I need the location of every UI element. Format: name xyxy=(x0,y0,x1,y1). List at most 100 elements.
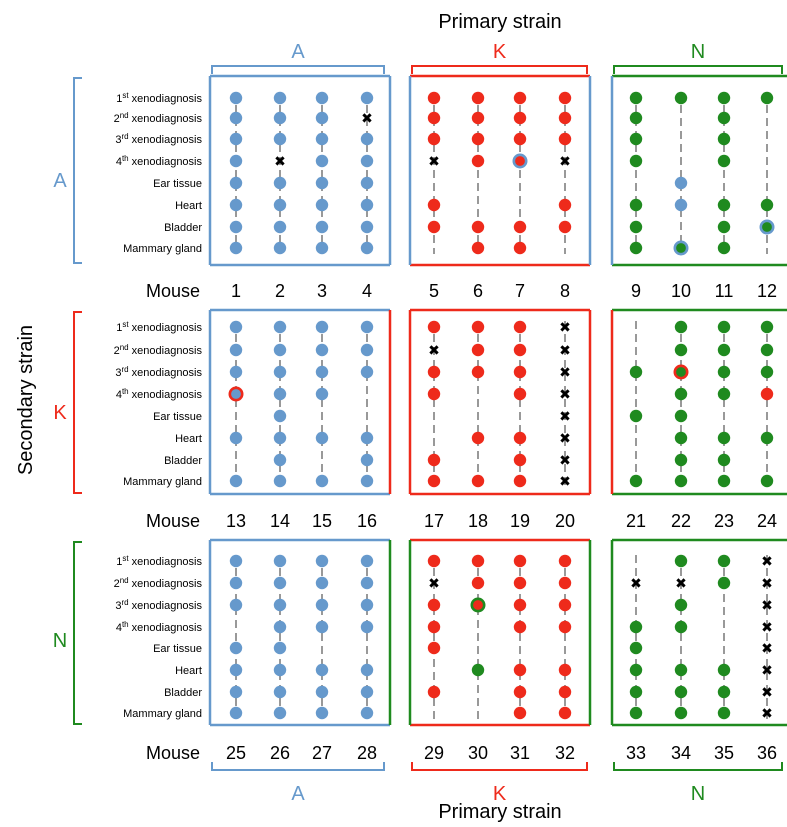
detection-marker xyxy=(717,576,731,590)
mouse-number: 12 xyxy=(757,281,777,301)
detection-marker xyxy=(717,343,731,357)
mouse-number: 14 xyxy=(270,511,290,531)
mouse-number: 35 xyxy=(714,743,734,763)
missing-sample-marker: ✖ xyxy=(559,365,571,381)
detection-marker xyxy=(229,320,243,334)
detection-marker xyxy=(558,663,572,677)
tissue-label: 3rd xenodiagnosis xyxy=(115,132,202,147)
detection-marker xyxy=(315,431,329,445)
detection-marker xyxy=(427,453,441,467)
mouse-label: Mouse xyxy=(146,511,200,531)
mouse-number: 2 xyxy=(275,281,285,301)
detection-marker xyxy=(760,431,774,445)
mouse-number: 18 xyxy=(468,511,488,531)
detection-marker xyxy=(513,111,527,125)
detection-marker xyxy=(360,706,374,720)
detection-marker xyxy=(273,431,287,445)
detection-marker xyxy=(558,554,572,568)
missing-sample-marker: ✖ xyxy=(761,706,773,722)
detection-marker xyxy=(315,554,329,568)
detection-marker xyxy=(360,198,374,212)
detection-marker xyxy=(760,91,774,105)
detection-marker xyxy=(360,663,374,677)
mouse-number: 11 xyxy=(715,281,734,301)
detection-marker xyxy=(427,641,441,655)
detection-marker xyxy=(629,91,643,105)
detection-marker xyxy=(315,91,329,105)
detection-marker xyxy=(717,431,731,445)
mouse-number: 29 xyxy=(424,743,444,763)
detection-marker xyxy=(471,431,485,445)
detection-marker xyxy=(229,474,243,488)
detection-marker xyxy=(315,320,329,334)
detection-marker xyxy=(760,365,774,379)
detection-marker xyxy=(629,706,643,720)
detection-marker xyxy=(273,554,287,568)
tissue-label: 3rd xenodiagnosis xyxy=(115,598,202,613)
detection-marker xyxy=(717,111,731,125)
mouse-number: 23 xyxy=(714,511,734,531)
detection-marker xyxy=(513,320,527,334)
detection-marker xyxy=(471,576,485,590)
detection-marker xyxy=(427,132,441,146)
detection-marker xyxy=(717,132,731,146)
detection-marker xyxy=(513,365,527,379)
detection-marker xyxy=(513,706,527,720)
detection-marker xyxy=(427,554,441,568)
detection-marker xyxy=(629,198,643,212)
tissue-label: Ear tissue xyxy=(153,178,202,190)
detection-marker xyxy=(315,706,329,720)
mouse-number: 21 xyxy=(626,511,646,531)
detection-marker xyxy=(315,132,329,146)
detection-marker xyxy=(558,220,572,234)
detection-marker xyxy=(760,387,774,401)
detection-marker xyxy=(629,620,643,634)
coinfection-marker xyxy=(228,386,244,402)
detection-marker xyxy=(315,387,329,401)
missing-sample-marker: ✖ xyxy=(675,576,687,592)
tissue-label: 1st xenodiagnosis xyxy=(116,91,202,106)
detection-marker xyxy=(471,554,485,568)
primary-strain-letter-bottom: A xyxy=(291,783,305,805)
mouse-number: 9 xyxy=(631,281,641,301)
mouse-number: 31 xyxy=(510,743,530,763)
detection-marker xyxy=(717,387,731,401)
tissue-label: 2nd xenodiagnosis xyxy=(114,576,203,591)
detection-marker xyxy=(629,220,643,234)
tissue-label: 4th xenodiagnosis xyxy=(116,154,203,169)
detection-marker xyxy=(229,554,243,568)
detection-marker xyxy=(513,132,527,146)
primary-strain-letter-top: N xyxy=(691,41,705,63)
detection-marker xyxy=(471,241,485,255)
mouse-number: 32 xyxy=(555,743,575,763)
mouse-number: 4 xyxy=(362,281,372,301)
detection-marker xyxy=(273,620,287,634)
detection-marker xyxy=(558,576,572,590)
missing-sample-marker: ✖ xyxy=(761,598,773,614)
detection-marker xyxy=(513,474,527,488)
mouse-number: 17 xyxy=(424,511,444,531)
detection-marker xyxy=(629,154,643,168)
missing-sample-marker: ✖ xyxy=(428,576,440,592)
missing-sample-marker: ✖ xyxy=(559,387,571,403)
detection-marker xyxy=(273,320,287,334)
mouse-number: 13 xyxy=(226,511,246,531)
detection-marker xyxy=(427,111,441,125)
detection-marker xyxy=(471,154,485,168)
detection-marker xyxy=(471,220,485,234)
detection-marker xyxy=(674,91,688,105)
detection-marker xyxy=(558,620,572,634)
tissue-label: 2nd xenodiagnosis xyxy=(114,111,203,126)
detection-marker xyxy=(273,453,287,467)
detection-marker xyxy=(427,387,441,401)
tissue-label: 1st xenodiagnosis xyxy=(116,554,202,569)
detection-marker xyxy=(674,320,688,334)
missing-sample-marker: ✖ xyxy=(361,111,373,127)
detection-marker xyxy=(360,576,374,590)
tissue-label: Bladder xyxy=(164,222,202,234)
detection-marker xyxy=(427,598,441,612)
detection-marker xyxy=(674,198,688,212)
detection-marker xyxy=(427,320,441,334)
detection-marker xyxy=(558,685,572,699)
detection-marker xyxy=(229,111,243,125)
